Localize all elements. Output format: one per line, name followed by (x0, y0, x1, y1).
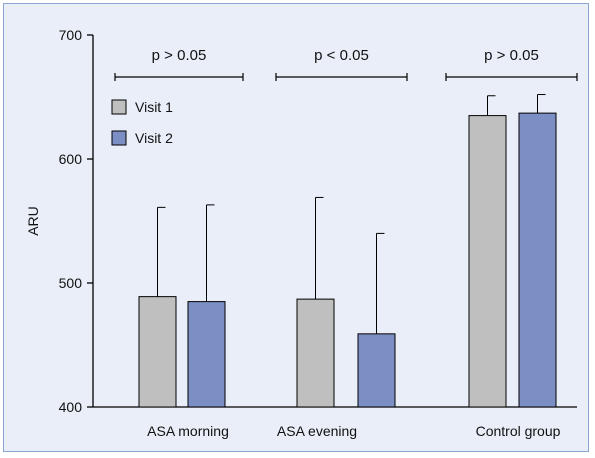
y-axis-label: ARU (25, 206, 41, 236)
x-category-label: ASA morning (147, 423, 229, 439)
p-value-label: p > 0.05 (484, 47, 539, 64)
bar (357, 333, 396, 408)
x-category-label: Control group (476, 423, 561, 439)
p-value-label: p > 0.05 (152, 47, 207, 64)
legend-label: Visit 1 (135, 99, 173, 115)
x-category-label: ASA evening (277, 423, 357, 439)
legend-swatch (111, 130, 127, 146)
legend-label: Visit 2 (135, 130, 173, 146)
bar (187, 301, 226, 408)
p-value-label: p < 0.05 (314, 47, 369, 64)
bar (296, 298, 335, 408)
y-tick-label: 400 (59, 399, 83, 415)
y-tick-label: 500 (59, 275, 83, 291)
legend-swatch (111, 99, 127, 115)
y-tick-label: 700 (59, 27, 83, 43)
bar (468, 115, 507, 408)
bar (138, 296, 177, 408)
bar (518, 112, 557, 408)
y-tick-label: 600 (59, 151, 83, 167)
